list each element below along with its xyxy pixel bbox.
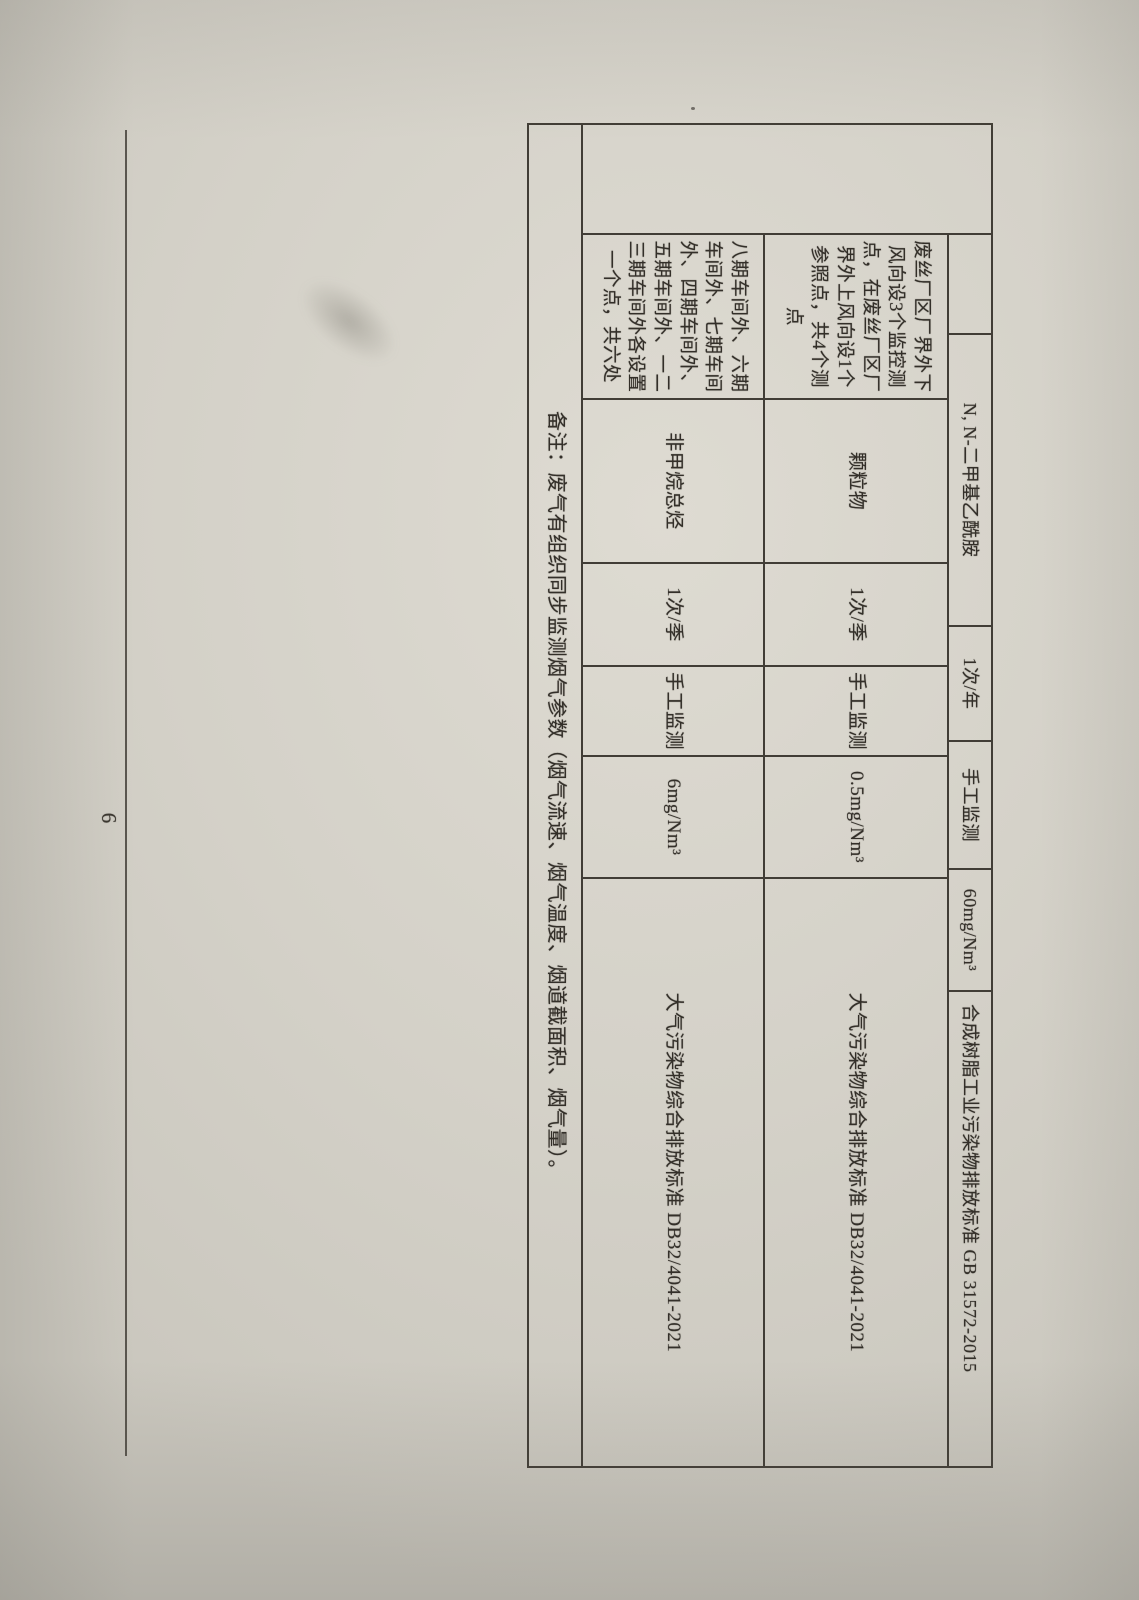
row1-factor-cell: N, N-二甲基乙酰胺 <box>947 335 991 627</box>
monitoring-table: N, N-二甲基乙酰胺 1次/年 手工监测 60mg/Nm³ 合成树脂工业污染物… <box>527 123 993 1468</box>
table-note-cell: 备注：废气有组织同步监测烟气参数（烟气流速、烟气温度、烟道截面积、烟气量）。 <box>527 125 581 1468</box>
row1-frequency-cell: 1次/年 <box>947 627 991 742</box>
page-number: 6 <box>97 812 121 824</box>
row2-limit-cell: 0.5mg/Nm³ <box>763 757 947 879</box>
row3-limit-cell: 6mg/Nm³ <box>581 757 763 879</box>
row3-point-cell: 八期车间外、六期车间外、七期车间外、四期车间外、五期车间外、一二三期车间外各设置… <box>581 235 763 400</box>
row1-limit-cell: 60mg/Nm³ <box>947 870 991 992</box>
row2-method-cell: 手工监测 <box>763 667 947 757</box>
row1-standard-cell: 合成树脂工业污染物排放标准 GB 31572-2015 <box>947 992 991 1468</box>
row2-standard-cell: 大气污染物综合排放标准 DB32/4041-2021 <box>763 879 947 1468</box>
row2-factor-cell: 颗粒物 <box>763 400 947 564</box>
row1-point-cell-empty <box>947 235 991 335</box>
row3-factor-cell: 非甲烷总烃 <box>581 400 763 564</box>
paper-speck <box>691 107 695 110</box>
empty-category-cell <box>581 125 991 235</box>
row3-frequency-cell: 1次/季 <box>581 564 763 667</box>
footer-rule <box>125 130 127 1456</box>
row2-frequency-cell: 1次/季 <box>763 564 947 667</box>
row3-standard-cell: 大气污染物综合排放标准 DB32/4041-2021 <box>581 879 763 1468</box>
row1-method-cell: 手工监测 <box>947 742 991 870</box>
row2-point-cell: 废丝厂区厂界外下风向设3个监控测点，在废丝厂区厂界外上风向设1个参照点，共4个测… <box>763 235 947 400</box>
row3-method-cell: 手工监测 <box>581 667 763 757</box>
